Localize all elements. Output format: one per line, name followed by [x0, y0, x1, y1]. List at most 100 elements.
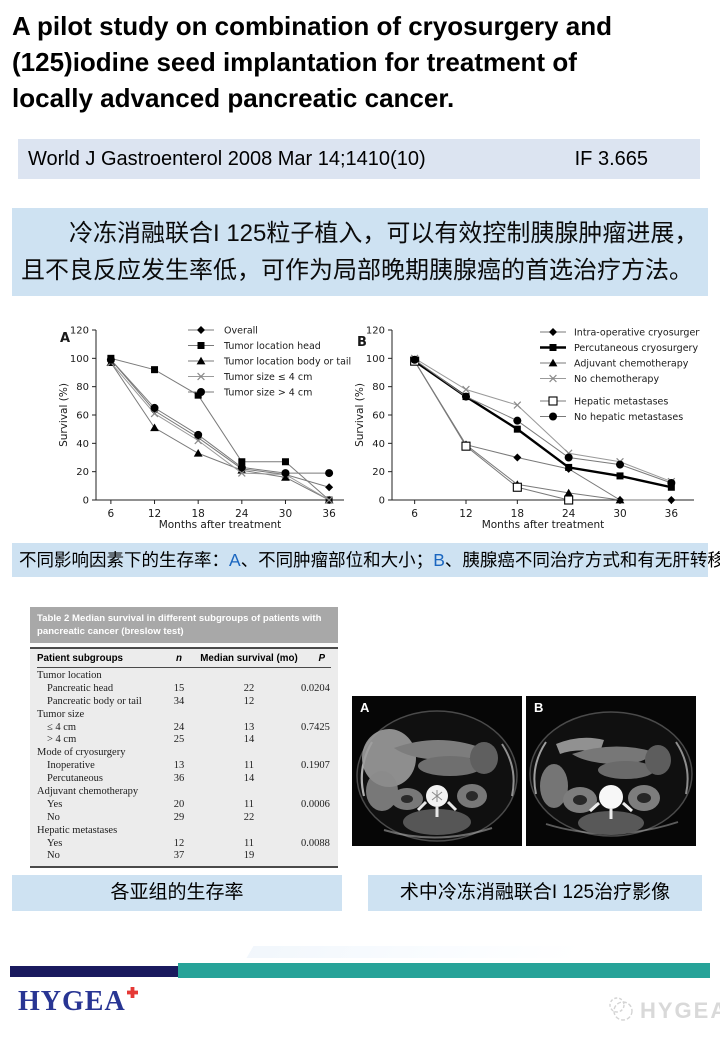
svg-text:36: 36 [322, 508, 336, 520]
ct-figure: A B [352, 696, 696, 846]
survival-chart-a: 0 20 40 60 80 100 120 6 12 18 24 30 36 Months after t… [56, 316, 352, 534]
svg-text:12: 12 [148, 508, 161, 520]
table-col-header: n [176, 653, 182, 664]
svg-text:Tumor size > 4 cm: Tumor size > 4 cm [223, 388, 312, 399]
ct-scan-b [526, 696, 696, 846]
svg-text:Months after treatment: Months after treatment [159, 519, 282, 531]
table-inner: Patient subgroups n Median survival (mo) P … [30, 647, 338, 869]
figure-caption-label-a: A [229, 550, 241, 570]
svg-text:Tumor location body or tail: Tumor location body or tail [223, 357, 351, 368]
paper-title-line1: A pilot study on combination of cryosurg… [12, 11, 612, 41]
svg-text:30: 30 [279, 508, 292, 520]
table-row: Yes 12 11 0.0088 [47, 837, 330, 849]
svg-text:18: 18 [191, 508, 204, 520]
svg-text:Percutaneous cryosurgery: Percutaneous cryosurgery [574, 343, 698, 354]
abstract-box: 冷冻消融联合I 125粒子植入，可以有效控制胰腺肿瘤进展， 且不良反应发生率低，… [12, 208, 708, 296]
table-row: Tumor size [37, 708, 85, 720]
ct-label-b: B [534, 700, 544, 715]
svg-text:0: 0 [83, 496, 89, 507]
svg-text:36: 36 [665, 508, 679, 520]
svg-text:Tumor location head: Tumor location head [223, 341, 321, 352]
svg-text:60: 60 [372, 411, 385, 422]
svg-text:40: 40 [76, 439, 89, 450]
red-cross-icon [126, 974, 138, 1005]
caption-ct-treatment: 术中冷冻消融联合I 125治疗影像 [368, 875, 702, 911]
svg-text:No hepatic metastases: No hepatic metastases [574, 412, 683, 423]
table-row: Hepatic metastases [37, 824, 118, 836]
table-col-header: Patient subgroups [37, 653, 124, 664]
svg-text:80: 80 [372, 382, 385, 393]
journal-bar: World J Gastroenterol 2008 Mar 14;1410(1… [18, 139, 700, 179]
svg-text:A: A [60, 331, 70, 346]
caption-subgroup-survival: 各亚组的生存率 [12, 875, 342, 911]
table-row: Mode of cryosurgery [37, 747, 126, 759]
svg-text:24: 24 [562, 508, 576, 520]
table-row: > 4 cm 25 14 [47, 734, 255, 746]
ct-label-a: A [360, 700, 370, 715]
svg-text:B: B [357, 335, 367, 350]
svg-text:0: 0 [379, 496, 385, 507]
svg-text:20: 20 [372, 467, 385, 478]
svg-text:30: 30 [613, 508, 626, 520]
survival-chart-b: 0 20 40 60 80 100 120 6 12 18 24 30 36 Months after t… [352, 316, 700, 534]
journal-citation: World J Gastroenterol 2008 Mar 14;1410(1… [28, 147, 426, 170]
figure-caption-text-a: 、不同肿瘤部位和大小； [240, 550, 434, 570]
svg-text:20: 20 [76, 467, 89, 478]
ct-scan-a [352, 696, 522, 846]
hygea-watermark: HYGEA [606, 994, 720, 1027]
svg-text:Tumor size ≤ 4 cm: Tumor size ≤ 4 cm [223, 372, 312, 383]
table-row: No 29 22 [47, 811, 255, 823]
svg-text:Overall: Overall [224, 326, 258, 337]
footer-teal-bar [178, 963, 710, 978]
abstract-line2: 且不良反应发生率低，可作为局部晚期胰腺癌的首选治疗方法。 [21, 257, 693, 284]
svg-text:120: 120 [366, 326, 385, 337]
figure-caption-label-b: B [433, 550, 445, 570]
paper-title-line3: locally advanced pancreatic cancer. [12, 83, 455, 113]
svg-text:Survival (%): Survival (%) [354, 383, 366, 447]
svg-text:40: 40 [372, 439, 385, 450]
svg-text:Adjuvant chemotherapy: Adjuvant chemotherapy [574, 359, 689, 370]
table-row: Tumor location [37, 670, 102, 681]
table-col-header: Median survival (mo) [200, 653, 298, 664]
svg-text:60: 60 [76, 411, 89, 422]
table-row: Inoperative 13 11 0.1907 [47, 760, 330, 772]
svg-text:100: 100 [70, 354, 89, 365]
table-title: Table 2 Median survival in different sub… [30, 607, 338, 643]
table-header-row: Patient subgroups n Median survival (mo) P [37, 649, 331, 668]
svg-text:6: 6 [411, 508, 418, 520]
svg-text:12: 12 [459, 508, 472, 520]
table-body: Tumor location Pancreatic head 15 22 0.0204 P… [37, 668, 331, 866]
paper-title: A pilot study on combination of cryosurg… [12, 8, 712, 116]
paper-title-line2: (125)iodine seed implantation for treatm… [12, 47, 577, 77]
hygea-watermark-icon [606, 994, 636, 1027]
table-2: Table 2 Median survival in different sub… [30, 607, 338, 869]
table-row: No 37 19 [47, 850, 255, 862]
figure-caption-text-b: 、胰腺癌不同治疗方式和有无肝转移。 [444, 550, 720, 570]
table-row: Adjuvant chemotherapy [37, 786, 139, 798]
footer-navy-bar [10, 966, 178, 977]
svg-text:No chemotherapy: No chemotherapy [574, 374, 659, 385]
footer-swoosh-decoration [246, 946, 584, 958]
svg-text:120: 120 [70, 326, 89, 337]
svg-text:18: 18 [511, 508, 524, 520]
table-row: ≤ 4 cm 24 13 0.7425 [47, 721, 330, 733]
impact-factor: IF 3.665 [574, 147, 648, 170]
figure-caption-prefix: 不同影响因素下的生存率： [19, 550, 229, 570]
table-row: Pancreatic head 15 22 0.0204 [47, 682, 330, 694]
table-row: Percutaneous 36 14 [47, 773, 255, 785]
svg-text:100: 100 [366, 354, 385, 365]
svg-text:24: 24 [235, 508, 249, 520]
table-row: Pancreatic body or tail 34 12 [47, 695, 255, 707]
svg-text:80: 80 [76, 382, 89, 393]
svg-text:Intra-operative cryosurgery: Intra-operative cryosurgery [574, 328, 700, 339]
svg-text:Months after treatment: Months after treatment [482, 519, 605, 531]
figure-caption: 不同影响因素下的生存率：A、不同肿瘤部位和大小；B、胰腺癌不同治疗方式和有无肝转… [12, 543, 720, 577]
table-col-header: P [318, 653, 325, 664]
abstract-line1: 冷冻消融联合I 125粒子植入，可以有效控制胰腺肿瘤进展， [69, 220, 699, 247]
hygea-watermark-text: HYGEA [640, 997, 720, 1023]
svg-text:6: 6 [108, 508, 115, 520]
svg-text:Survival (%): Survival (%) [58, 383, 70, 447]
hygea-logo-text: HYGEA [18, 986, 126, 1017]
svg-text:Hepatic metastases: Hepatic metastases [574, 397, 668, 408]
table-row: Yes 20 11 0.0006 [47, 798, 330, 810]
